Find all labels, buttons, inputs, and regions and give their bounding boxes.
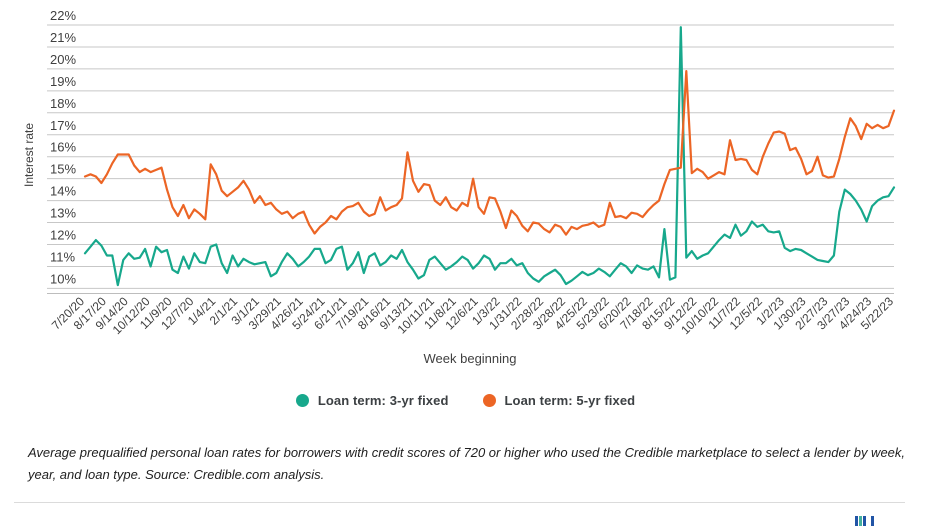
legend-label-5yr: Loan term: 5-yr fixed (504, 393, 636, 408)
y-tick-label: 14% (50, 184, 76, 199)
y-tick-label: 10% (50, 271, 76, 286)
y-tick-label: 17% (50, 118, 76, 133)
y-tick-label: 20% (50, 52, 76, 67)
legend-dot-5yr-icon (482, 394, 496, 407)
y-tick-label: 16% (50, 140, 76, 155)
chart-legend: Loan term: 3-yr fixed Loan term: 5-yr fi… (0, 393, 931, 408)
loan-rates-line-chart: 22%21%20%19%18%17%16%15%14%13%12%11%10%7… (22, 8, 896, 366)
credible-logo-fragment-icon (854, 516, 884, 526)
logo-bar-blue-3 (871, 516, 874, 526)
legend-label-3yr: Loan term: 3-yr fixed (317, 393, 449, 408)
series-line-3yr-fixed (83, 26, 896, 287)
series-line-5yr-fixed (83, 69, 896, 236)
y-tick-label: 11% (50, 249, 75, 264)
y-tick-label: 22% (50, 8, 76, 23)
y-tick-label: 13% (50, 206, 76, 221)
logo-bar-blue-1 (855, 516, 858, 526)
y-axis-title: Interest rate (22, 123, 36, 187)
x-axis-title: Week beginning (424, 351, 517, 366)
y-tick-label: 15% (50, 162, 76, 177)
logo-bar-teal (859, 516, 862, 526)
logo-bar-blue-2 (863, 516, 866, 526)
divider (14, 502, 905, 503)
chart-footnote-text: Average prequalified personal loan rates… (28, 445, 906, 482)
legend-item-5yr-fixed: Loan term: 5-yr fixed (482, 393, 636, 408)
y-tick-label: 19% (50, 74, 76, 89)
y-tick-label: 21% (50, 30, 76, 45)
legend-item-3yr-fixed: Loan term: 3-yr fixed (295, 393, 449, 408)
y-tick-label: 12% (50, 228, 76, 243)
legend-dot-3yr-icon (295, 394, 309, 407)
y-tick-label: 18% (50, 96, 76, 111)
